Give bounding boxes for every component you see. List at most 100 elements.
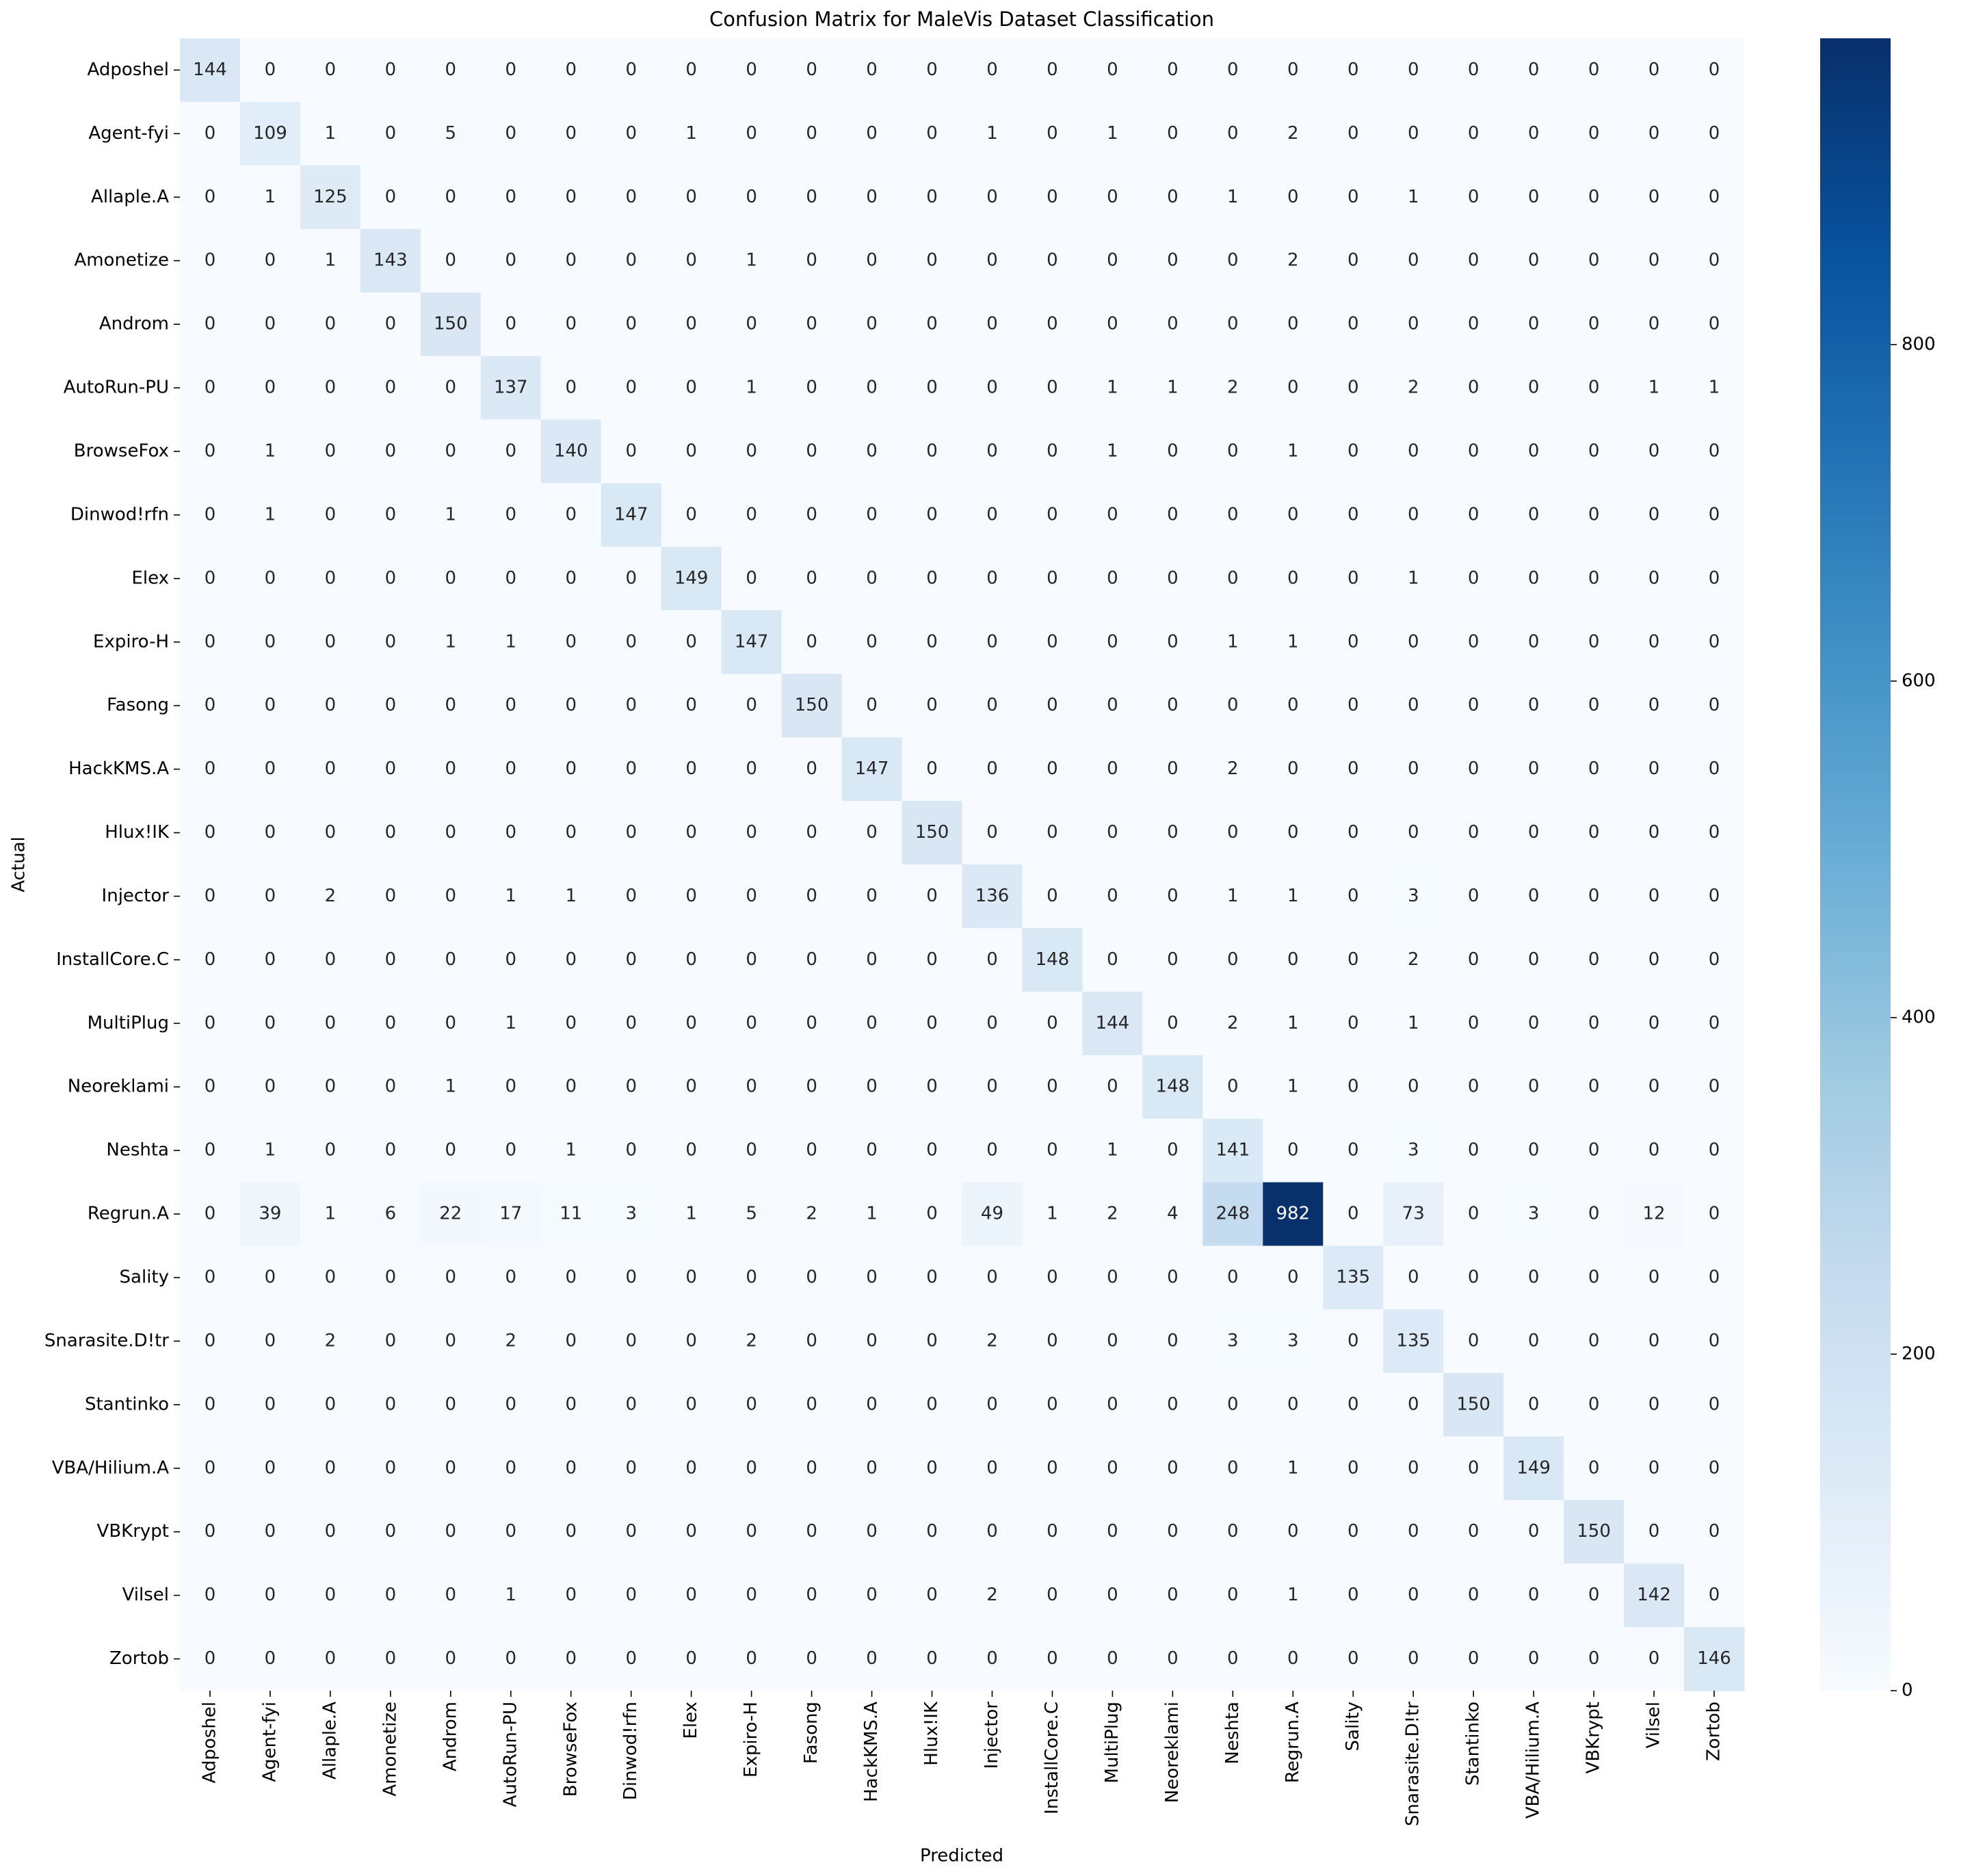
cell-label: 2 xyxy=(1287,123,1299,144)
heatmap-cell xyxy=(661,546,722,611)
x-tick-label: AutoRun-PU xyxy=(500,1702,521,1807)
heatmap-cell xyxy=(420,1563,482,1628)
cell-label: 3 xyxy=(1287,1330,1299,1351)
cell-label: 0 xyxy=(1287,822,1299,843)
heatmap-cell xyxy=(1684,101,1745,166)
cell-label: 0 xyxy=(265,758,276,779)
cell-label: 0 xyxy=(1588,1076,1600,1097)
heatmap-cell xyxy=(1564,1055,1625,1120)
cell-label: 0 xyxy=(1468,187,1480,207)
heatmap-cell xyxy=(1202,1182,1263,1247)
cell-label: 0 xyxy=(1287,1140,1299,1161)
x-tick-label: Stantinko xyxy=(1463,1702,1484,1786)
heatmap-cell xyxy=(1684,1309,1745,1373)
cell-label: 0 xyxy=(806,886,817,906)
heatmap-cell xyxy=(1082,419,1143,484)
cell-label: 0 xyxy=(746,886,757,906)
cell-label: 0 xyxy=(625,568,637,588)
heatmap-cell xyxy=(540,165,602,230)
cell-label: 0 xyxy=(565,123,577,144)
heatmap-cell xyxy=(781,165,843,230)
heatmap-cell xyxy=(1142,38,1203,103)
heatmap-cell xyxy=(1684,674,1745,738)
heatmap-cell xyxy=(1503,165,1564,230)
heatmap-cell xyxy=(480,927,542,992)
cell-label: 0 xyxy=(1167,758,1179,779)
cell-label: 0 xyxy=(1528,886,1540,906)
cell-label: 0 xyxy=(1528,695,1540,715)
heatmap-cell xyxy=(360,1118,421,1183)
cell-label: 0 xyxy=(445,1521,457,1542)
heatmap-cell xyxy=(300,1500,361,1564)
cell-label: 0 xyxy=(685,441,697,462)
heatmap-cell xyxy=(480,101,542,166)
heatmap-cell xyxy=(180,1309,241,1373)
heatmap-cell xyxy=(180,927,241,992)
cell-label: 0 xyxy=(1648,250,1660,271)
cell-label: 0 xyxy=(1227,1267,1239,1288)
heatmap-cell xyxy=(1443,991,1504,1056)
heatmap-cell xyxy=(1142,1500,1203,1564)
heatmap-cell xyxy=(480,864,542,929)
cell-label: 0 xyxy=(205,314,216,334)
cell-label: 0 xyxy=(986,568,998,588)
cell-label: 0 xyxy=(866,1457,878,1478)
cell-label: 0 xyxy=(1348,568,1359,588)
cell-label: 0 xyxy=(866,1585,878,1605)
heatmap-cell xyxy=(420,674,482,738)
cell-label: 0 xyxy=(806,1267,817,1288)
cell-label: 0 xyxy=(685,1394,697,1414)
cell-label: 0 xyxy=(1107,250,1118,271)
cell-label: 0 xyxy=(746,441,757,462)
cell-label: 3 xyxy=(1408,886,1419,906)
heatmap-cell xyxy=(962,1118,1023,1183)
cell-label: 0 xyxy=(1167,187,1179,207)
heatmap-cell xyxy=(1564,674,1625,738)
heatmap-cell xyxy=(360,356,421,421)
heatmap-cell xyxy=(1624,801,1685,865)
cell-label: 0 xyxy=(445,1585,457,1605)
heatmap-cell xyxy=(420,801,482,865)
heatmap-cell xyxy=(1624,1245,1685,1310)
heatmap-cell xyxy=(1383,1627,1444,1691)
heatmap-cell xyxy=(962,927,1023,992)
cell-label: 2 xyxy=(1408,378,1419,398)
cell-label: 0 xyxy=(986,1013,998,1033)
cell-label: 0 xyxy=(1588,822,1600,843)
heatmap-cell xyxy=(1503,864,1564,929)
cell-label: 0 xyxy=(986,1521,998,1542)
cell-label: 0 xyxy=(385,187,397,207)
cell-label: 0 xyxy=(1468,1013,1480,1033)
heatmap-cell xyxy=(601,546,662,611)
cell-label: 0 xyxy=(1167,1394,1179,1414)
cell-label: 136 xyxy=(975,886,1010,906)
heatmap-cell xyxy=(962,1245,1023,1310)
cell-label: 0 xyxy=(1408,822,1419,843)
heatmap-cell xyxy=(1263,610,1324,674)
heatmap-cell xyxy=(1263,927,1324,992)
heatmap-cell xyxy=(902,292,962,357)
heatmap-cell xyxy=(601,1118,662,1183)
cell-label: 0 xyxy=(1107,631,1118,652)
heatmap-cell xyxy=(300,1055,361,1120)
cell-label: 0 xyxy=(505,314,517,334)
heatmap-cell xyxy=(781,356,843,421)
heatmap-cell xyxy=(781,419,843,484)
cell-label: 1 xyxy=(445,631,457,652)
heatmap-cell xyxy=(1564,1373,1625,1437)
heatmap-cell xyxy=(1564,864,1625,929)
heatmap-cell xyxy=(300,674,361,738)
heatmap-cell xyxy=(601,228,662,293)
heatmap-cell xyxy=(1323,419,1384,484)
cell-label: 0 xyxy=(1648,1457,1660,1478)
cell-label: 0 xyxy=(205,250,216,271)
heatmap-cell xyxy=(360,1373,421,1437)
heatmap-cell xyxy=(1082,1182,1143,1247)
cell-label: 0 xyxy=(806,1076,817,1097)
heatmap-cell xyxy=(1624,1055,1685,1120)
cell-label: 0 xyxy=(385,568,397,588)
heatmap-cell xyxy=(180,737,241,802)
cell-label: 1 xyxy=(1227,631,1239,652)
cell-label: 0 xyxy=(625,60,637,80)
cell-label: 0 xyxy=(385,949,397,970)
